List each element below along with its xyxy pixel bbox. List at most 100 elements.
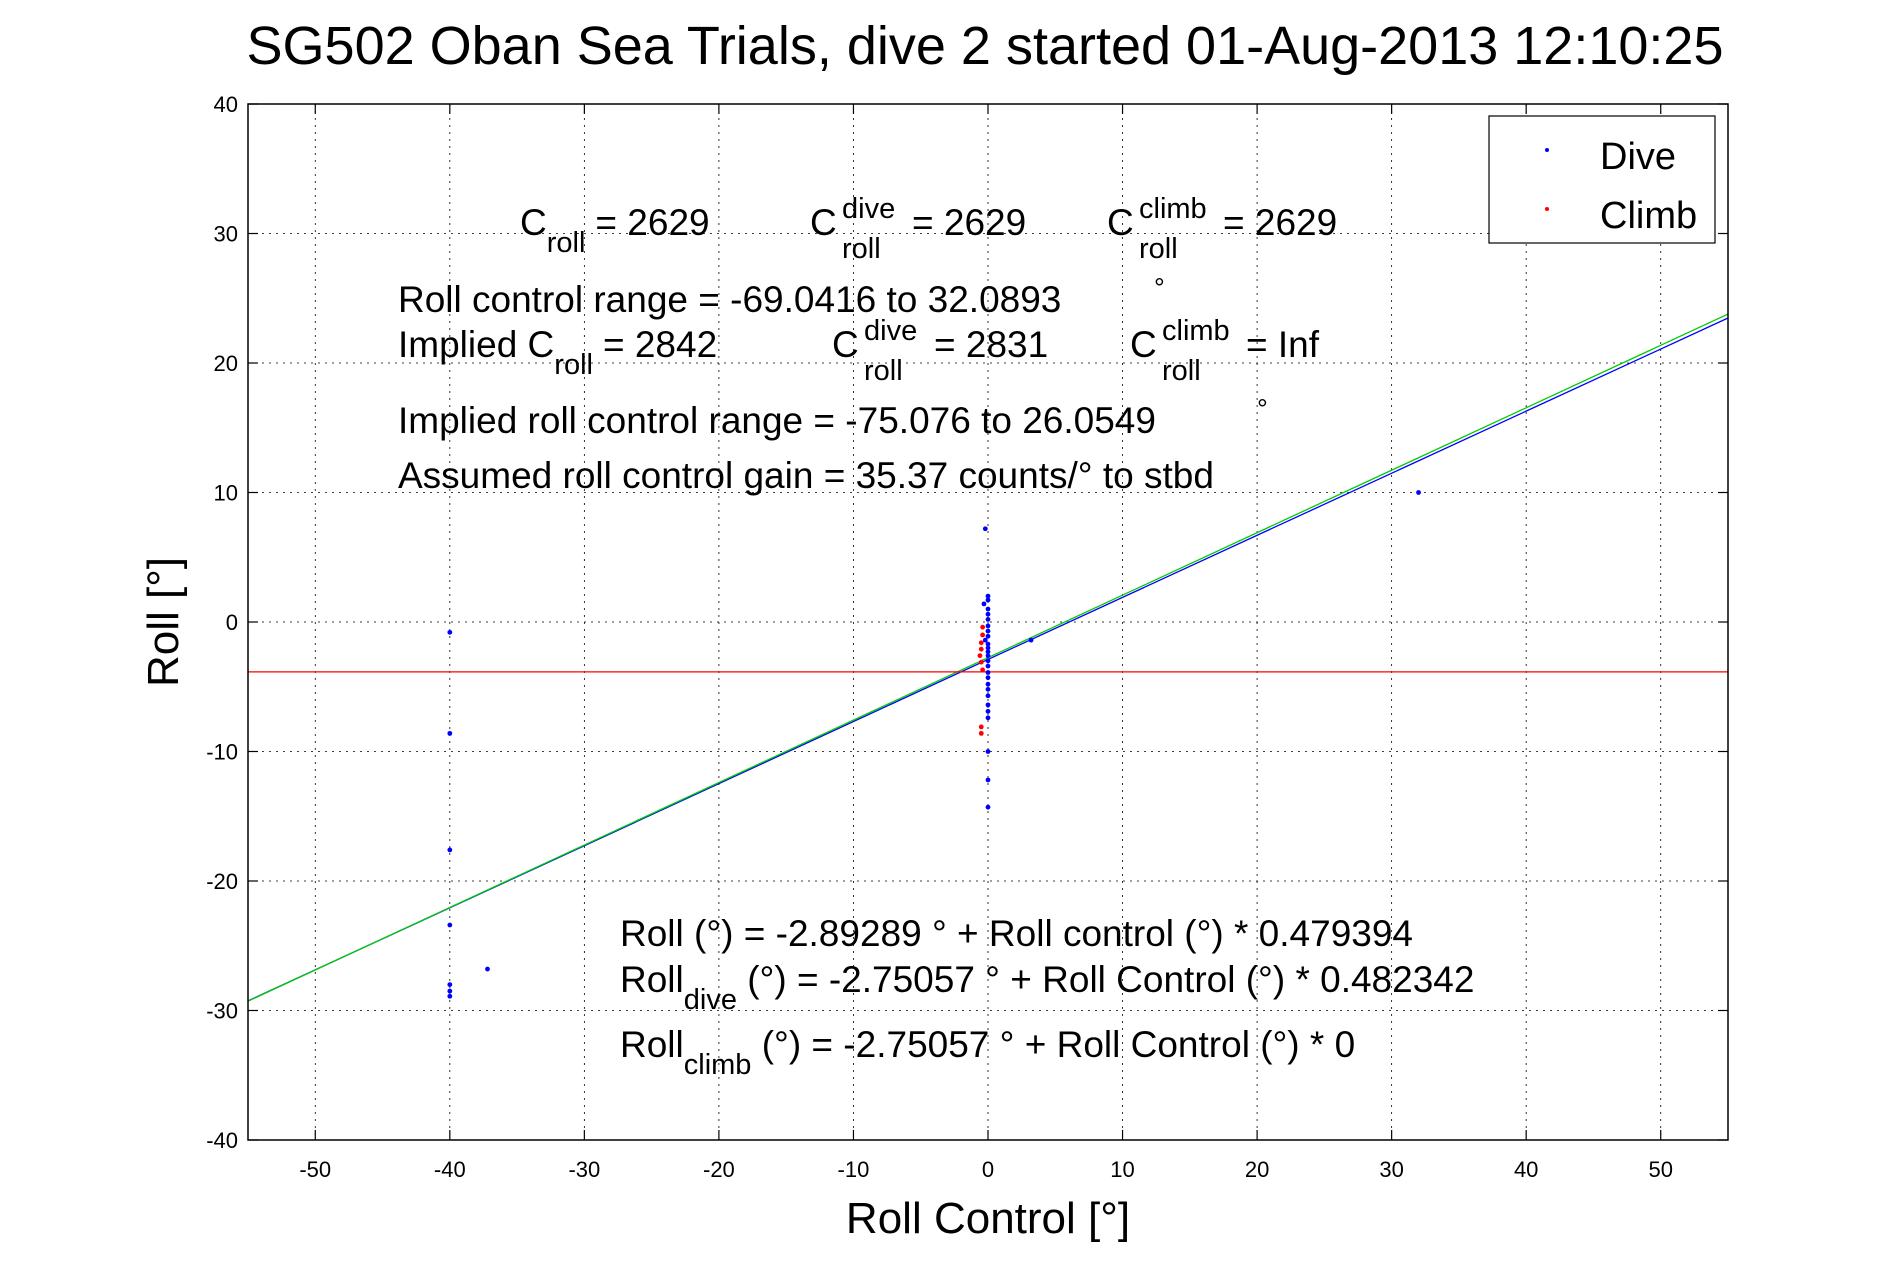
y-tick-label: 40 [214,92,238,117]
c-roll-dive-sup: dive [842,193,895,225]
implied-c-roll-value: = 2842 [603,324,717,365]
c-roll-dive-sub: roll [842,233,881,265]
x-tick-label: -30 [568,1157,600,1182]
dive-point [985,633,991,639]
x-axis-label: Roll Control [°] [846,1194,1130,1243]
dive-point [982,526,988,532]
dive-point [447,847,453,853]
x-tick-label: 30 [1379,1157,1403,1182]
dive-point [985,686,991,692]
roll-control-range-degree: ° [1154,273,1165,303]
dive-point [485,966,490,972]
legend-dive-marker [1545,148,1549,152]
fit-dive-rest: (°) = -2.75057 ° + Roll Control (°) * 0.… [737,959,1475,1000]
fit-climb-equation: Rollclimb (°) = -2.75057 ° + Roll Contro… [620,1024,1355,1081]
dive-point [985,611,991,617]
y-tick-label: -10 [206,740,238,765]
implied-roll-control-range: Implied roll control range = -75.076 to … [398,400,1156,441]
dive-point [985,777,991,783]
dive-point [985,606,991,612]
dive-point [985,663,991,669]
dive-point [985,641,991,647]
x-tick-label: 10 [1110,1157,1134,1182]
dive-point [985,804,991,810]
dive-point [985,702,991,708]
y-tick-label: 10 [214,481,238,506]
implied-c-roll-climb-base: C [1130,324,1157,365]
dive-point [1416,490,1421,495]
c-roll-climb-value: = 2629 [1223,202,1337,243]
dive-point [985,628,991,634]
dive-point [447,922,453,928]
dive-point [985,623,991,629]
c-roll-climb-sub: roll [1139,233,1178,265]
dive-point [985,675,991,681]
x-tick-label: 0 [982,1157,994,1182]
fit-climb-rest: (°) = -2.75057 ° + Roll Control (°) * 0 [751,1024,1355,1065]
dive-point [985,597,991,603]
climb-point [978,724,984,730]
dive-point [447,993,453,999]
implied-c-roll-dive-sub: roll [864,355,903,387]
c-roll-base: C [520,202,547,243]
fit-dive-sub: dive [684,984,737,1016]
dive-point [447,988,453,994]
plot-area [247,103,1729,1141]
calibration-annotations: Croll = 2629 C dive roll = 2629 C climb r… [398,193,1474,1081]
x-tick-label: 40 [1514,1157,1538,1182]
implied-range-degree: ° [1257,394,1268,424]
dive-point [985,658,991,664]
dive-point [985,649,991,655]
dive-point [985,708,991,714]
dive-point [985,749,991,754]
tick-marks [248,103,1728,1141]
fit-climb-base: Roll [620,1024,684,1065]
y-tick-label: -40 [206,1128,238,1153]
dive-point [985,670,991,675]
fit-dive-equation: Rolldive (°) = -2.75057 ° + Roll Control… [620,959,1474,1016]
dive-point [982,637,988,643]
c-roll-climb-base: C [1107,202,1134,243]
dive-point [985,593,991,599]
dive-point [447,629,453,635]
legend-climb-label: Climb [1600,195,1697,237]
x-tick-label: -40 [434,1157,466,1182]
c-roll-climb-sup: climb [1139,193,1207,225]
climb-point [978,646,984,652]
dive-point [1028,637,1034,643]
dive-point [447,730,453,736]
implied-c-roll-climb-sup: climb [1162,315,1230,347]
c-roll-sub: roll [547,227,586,259]
legend-dive-label: Dive [1600,136,1676,178]
dive-point [985,645,991,651]
legend: Dive Climb [1488,115,1716,244]
c-roll-dive-annotation: C [810,202,837,243]
climb-point [978,730,984,736]
implied-c-roll-dive-base: C [832,324,859,365]
dive-point [447,982,453,987]
y-tick-label: 0 [226,610,238,635]
y-tick-label: -20 [206,869,238,894]
dive-point [981,601,987,607]
implied-c-roll-prefix: Implied C [398,324,554,365]
fit-climb-sub: climb [684,1049,752,1081]
implied-c-roll-annotation: Implied Croll = 2842 [398,324,717,381]
y-tick-label: 20 [214,351,238,376]
implied-c-roll-dive-sup: dive [864,315,917,347]
y-tick-label: 30 [214,222,238,247]
climb-point [980,632,986,638]
chart-title: SG502 Oban Sea Trials, dive 2 started 01… [247,16,1724,76]
implied-c-roll-climb-value: = Inf [1246,324,1320,365]
legend-climb-marker [1545,207,1549,211]
implied-c-roll-dive-value: = 2831 [934,324,1048,365]
x-tick-label: 20 [1245,1157,1269,1182]
x-tick-label: -50 [299,1157,331,1182]
dive-point [985,681,991,687]
y-tick-label: -30 [206,999,238,1024]
dive-point [985,693,991,699]
c-roll-dive-value: = 2629 [912,202,1026,243]
climb-point [978,659,984,665]
climb-point [978,640,984,646]
legend-box [1488,115,1716,244]
